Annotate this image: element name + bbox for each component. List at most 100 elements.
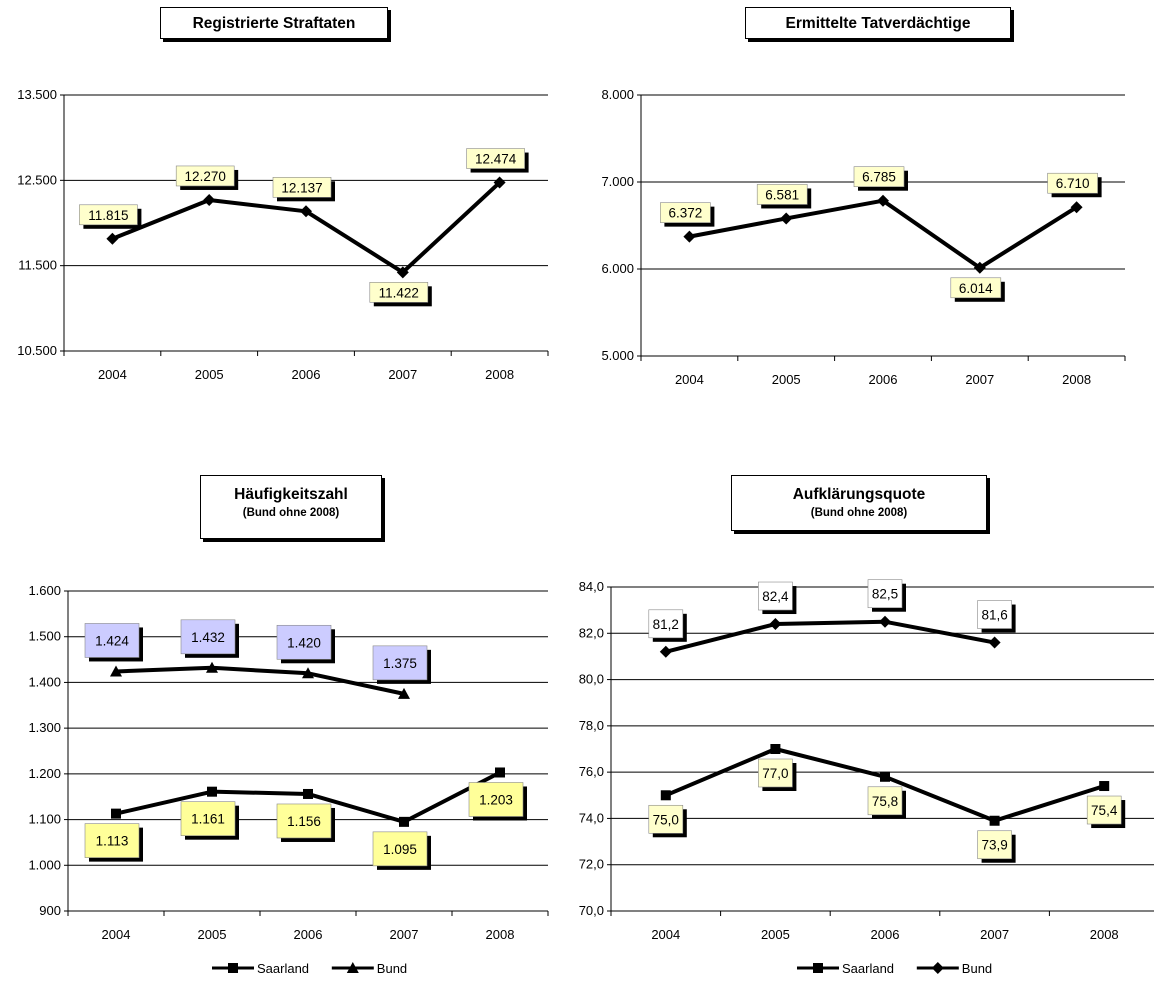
data-point [1099,781,1110,792]
data-label-text: 1.161 [191,812,225,827]
data-label: 6.581 [756,184,812,209]
series-1: 6.372 6.581 6.785 6.014 6.710 [660,166,1102,302]
chart-panel-4: Aufklärungsquote (Bund ohne 2008) 70,0 72,0… [577,470,1154,992]
y-tick-label: 7.000 [601,174,634,189]
data-point [879,615,891,628]
data-label: 1.375 [372,645,431,684]
y-tick-label: 82,0 [579,625,604,640]
data-label-box [84,623,140,658]
data-label: 73,9 [977,830,1016,863]
data-point [683,230,696,243]
x-tick-label: 2007 [390,927,419,942]
data-label: 77,0 [758,758,797,791]
data-point [203,193,216,206]
data-label: 75,0 [648,804,687,838]
chart-title: Registrierte Straftaten [192,15,356,32]
data-point [495,767,505,778]
data-label-text: 82,5 [872,587,898,602]
series-saarland: 75,0 77,0 75,8 73,9 75,4 [648,744,1126,863]
data-point [206,661,218,673]
data-label-text: 12.270 [185,169,226,184]
data-point [398,687,410,699]
chart-subtitle: (Bund ohne 2008) [242,507,340,519]
data-point [302,667,314,679]
data-label: 1.424 [84,623,143,662]
data-label: 1.095 [372,831,431,870]
x-tick-label: 2008 [486,927,515,942]
legend-label: Saarland [257,961,309,976]
data-point [106,232,119,245]
y-tick-label: 1.400 [28,674,61,689]
line-chart: 5.000 6.000 7.000 8.000 2004 2005 2006 2007 2008… [601,87,1126,387]
data-label-box [853,166,905,188]
x-tick-label: 2005 [772,372,801,387]
series-1: 11.815 12.270 12.137 11.422 12.474 [79,148,529,307]
data-label: 6.372 [660,202,715,227]
data-point [1070,201,1083,214]
data-label-text: 6.014 [959,281,993,296]
data-label: 1.161 [180,801,239,840]
data-label: 75,8 [867,786,906,819]
data-label-box [369,282,429,303]
data-label-text: 1.113 [96,834,129,849]
data-label: 1.203 [468,782,527,821]
data-label-box [758,581,793,611]
data-label: 11.422 [369,282,432,307]
data-label-box [648,609,684,639]
data-label-box [272,177,332,198]
data-label-text: 11.422 [379,285,419,300]
data-label-text: 82,4 [762,589,789,604]
chart-panel-2: Ermittelte Tatverdächtige 5.000 6.000 7.000… [577,0,1154,400]
line-chart: 70,0 72,0 74,0 76,0 78,0 80,0 82,0 84,0 2004 2005… [579,579,1154,976]
data-label-box [84,823,140,858]
data-label-box [977,600,1012,629]
x-tick-label: 2004 [675,372,704,387]
data-label-box [180,801,236,836]
data-point [396,266,409,279]
y-tick-label: 1.300 [28,720,61,735]
y-tick-label: 900 [39,903,61,918]
data-label-box [79,204,138,226]
line-chart: 900 1.000 1.100 1.200 1.300 1.400 1.500 1.600 20… [28,583,549,976]
data-label-text: 1.203 [479,792,513,807]
y-tick-label: 13.500 [17,87,57,102]
legend: Saarland Bund [797,961,992,976]
data-label-box [468,782,524,817]
x-tick-label: 2008 [1090,927,1119,942]
data-label: 6.014 [950,277,1005,302]
legend-marker [228,963,238,973]
data-label-box [950,277,1002,299]
y-tick-label: 76,0 [579,764,604,779]
x-tick-label: 2007 [980,927,1009,942]
data-label-text: 75,8 [872,794,898,809]
data-label-box [372,831,428,867]
data-label-text: 12.137 [281,180,322,195]
data-label: 12.474 [466,148,529,173]
data-point [880,771,890,782]
data-point [659,645,672,658]
y-tick-label: 84,0 [579,579,604,594]
x-tick-label: 2005 [761,927,790,942]
y-tick-label: 5.000 [601,348,634,363]
data-label: 12.270 [175,165,239,190]
data-point [110,665,122,677]
x-tick-label: 2006 [871,927,900,942]
data-point [303,788,313,799]
data-label: 12.137 [272,177,335,202]
data-label: 81,2 [648,609,687,642]
data-label-text: 75,0 [653,812,679,827]
data-point [300,205,312,218]
x-tick-label: 2007 [388,367,417,382]
data-label: 82,4 [758,581,797,615]
legend-label: Bund [962,961,992,976]
series-bund: 81,2 82,4 82,5 81,6 [648,579,1016,658]
chart-panel-3: Häufigkeitszahl (Bund ohne 2008) 900 1.000 1… [0,470,577,992]
legend-marker [813,963,823,973]
y-tick-label: 1.000 [28,857,61,872]
data-label-text: 1.375 [383,656,417,671]
data-label-text: 6.372 [669,206,703,221]
y-tick-label: 10.500 [17,343,57,358]
data-label: 75,4 [1086,795,1126,829]
chart-panel-1: Registrierte Straftaten 10.500 11.500 12.50… [0,0,577,400]
data-label-text: 6.581 [765,187,799,202]
